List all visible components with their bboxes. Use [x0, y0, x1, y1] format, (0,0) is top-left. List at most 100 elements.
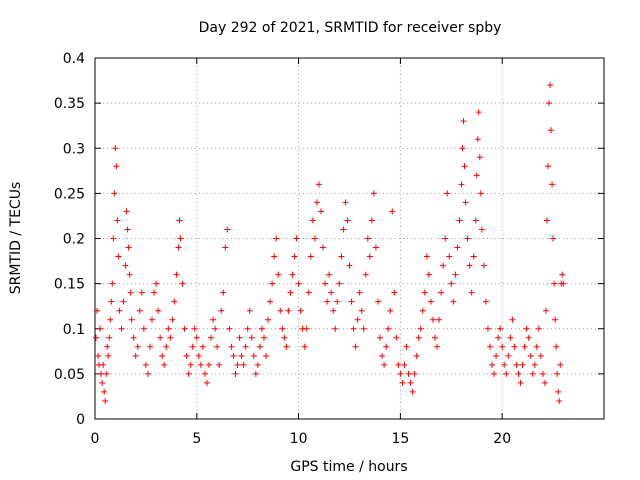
data-point: [344, 217, 351, 224]
data-point: [368, 217, 375, 224]
data-point: [289, 271, 296, 278]
data-point: [542, 307, 549, 314]
data-point: [189, 343, 196, 350]
data-point: [475, 109, 482, 116]
data-point: [95, 352, 102, 359]
data-point: [452, 271, 459, 278]
data-point: [230, 352, 237, 359]
data-point: [97, 325, 104, 332]
data-point: [277, 307, 284, 314]
data-point: [179, 280, 186, 287]
data-point: [523, 325, 530, 332]
data-point: [103, 370, 110, 377]
data-point: [317, 208, 324, 215]
data-point: [470, 253, 477, 260]
data-point: [136, 307, 143, 314]
data-point: [454, 244, 461, 251]
data-point: [403, 343, 410, 350]
data-point: [93, 334, 100, 341]
data-point: [254, 361, 261, 368]
data-point: [218, 307, 225, 314]
data-point: [554, 370, 561, 377]
data-point: [195, 352, 202, 359]
data-point: [448, 280, 455, 287]
data-point: [187, 361, 194, 368]
data-point: [108, 298, 115, 305]
chart-title: Day 292 of 2021, SRMTID for receiver spb…: [199, 20, 502, 36]
data-point: [234, 361, 241, 368]
data-point: [109, 280, 116, 287]
data-point: [411, 370, 418, 377]
data-point: [375, 298, 382, 305]
data-point: [311, 235, 318, 242]
data-point: [124, 226, 131, 233]
data-point: [330, 307, 337, 314]
data-point: [328, 289, 335, 296]
data-point: [553, 343, 560, 350]
data-point: [122, 262, 129, 269]
data-point: [256, 343, 263, 350]
data-point: [214, 343, 221, 350]
data-point: [161, 361, 168, 368]
data-point: [387, 307, 394, 314]
axis-ticks: 0 0.05 0.1 0.15 0.2 0.25 0.3 0.35 0.4 0 5 10 15 20: [54, 51, 604, 447]
data-point: [495, 334, 502, 341]
data-point: [513, 361, 520, 368]
data-point: [123, 208, 130, 215]
data-point: [529, 370, 536, 377]
data-point: [263, 352, 270, 359]
data-point: [203, 379, 210, 386]
data-point: [220, 289, 227, 296]
data-point: [267, 298, 274, 305]
data-point: [212, 325, 219, 332]
data-point: [458, 181, 465, 188]
data-point: [436, 316, 443, 323]
data-point: [405, 370, 412, 377]
data-point: [450, 298, 457, 305]
y-tick-label: 0.3: [63, 141, 85, 157]
data-point: [336, 280, 343, 287]
data-point: [116, 307, 123, 314]
data-point: [521, 343, 528, 350]
data-point: [464, 235, 471, 242]
data-point: [232, 370, 239, 377]
grid: [95, 58, 604, 419]
data-point: [315, 181, 322, 188]
data-point: [285, 307, 292, 314]
data-point: [228, 343, 235, 350]
data-point: [322, 280, 329, 287]
data-point: [127, 289, 134, 296]
data-point: [163, 343, 170, 350]
data-point: [238, 352, 245, 359]
data-point: [269, 280, 276, 287]
data-point: [199, 343, 206, 350]
data-point: [409, 388, 416, 395]
data-point: [478, 226, 485, 233]
data-point: [246, 307, 253, 314]
data-point: [171, 298, 178, 305]
data-point: [126, 271, 133, 278]
data-point: [476, 154, 483, 161]
data-point: [537, 352, 544, 359]
y-axis-label: SRMTID / TECUs: [8, 182, 24, 295]
data-point: [173, 271, 180, 278]
data-point: [334, 298, 341, 305]
data-point: [550, 235, 557, 242]
data-point: [548, 127, 555, 134]
data-point: [346, 262, 353, 269]
data-point: [434, 343, 441, 350]
data-point: [531, 361, 538, 368]
data-point: [370, 190, 377, 197]
data-point: [415, 334, 422, 341]
data-point: [354, 316, 361, 323]
data-point: [105, 352, 112, 359]
data-point: [281, 334, 288, 341]
data-point: [489, 361, 496, 368]
data-point: [493, 352, 500, 359]
data-point: [383, 343, 390, 350]
data-point: [511, 343, 518, 350]
data-point: [110, 235, 117, 242]
data-point: [151, 289, 158, 296]
data-point: [364, 235, 371, 242]
data-point: [114, 217, 121, 224]
